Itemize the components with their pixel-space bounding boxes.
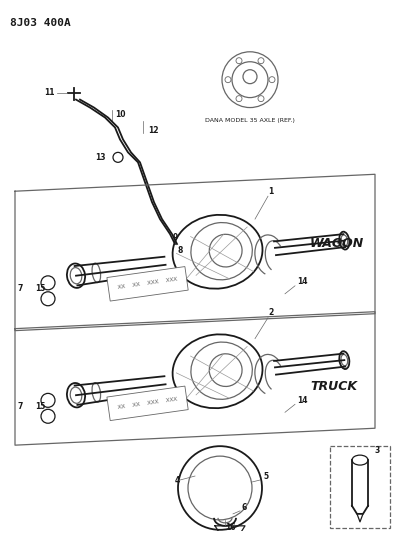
Text: 4: 4 [175,475,180,484]
Text: 8: 8 [178,246,183,255]
Text: 7: 7 [18,402,23,411]
Text: WAGON: WAGON [310,238,364,251]
Circle shape [258,58,264,63]
Bar [330,446,390,528]
Text: XX  XX  XXX  XXX: XX XX XXX XXX [118,277,178,290]
Circle shape [236,95,242,102]
Text: 8J03 400A: 8J03 400A [10,18,71,28]
Text: TRUCK: TRUCK [310,380,357,393]
Text: XX  XX  XXX  XXX: XX XX XXX XXX [118,397,178,410]
Text: 14: 14 [297,396,307,405]
Text: 7: 7 [18,284,23,293]
Circle shape [236,58,242,63]
Text: 10: 10 [115,110,125,119]
Text: 15: 15 [35,402,46,411]
Text: 13: 13 [95,153,106,162]
Text: 5: 5 [263,472,268,481]
Circle shape [258,95,264,102]
Text: 9: 9 [173,232,178,241]
Text: 3: 3 [375,446,380,455]
Text: 12: 12 [148,126,158,135]
Text: 15: 15 [35,284,46,293]
Text: 2: 2 [268,308,273,317]
Text: DANA MODEL 35 AXLE (REF.): DANA MODEL 35 AXLE (REF.) [205,117,295,123]
Text: 1: 1 [268,187,273,196]
Circle shape [269,77,275,83]
Text: 6: 6 [242,503,247,512]
Text: 16: 16 [225,523,235,532]
Text: 14: 14 [297,277,307,286]
Circle shape [225,77,231,83]
Text: 11: 11 [44,88,55,97]
